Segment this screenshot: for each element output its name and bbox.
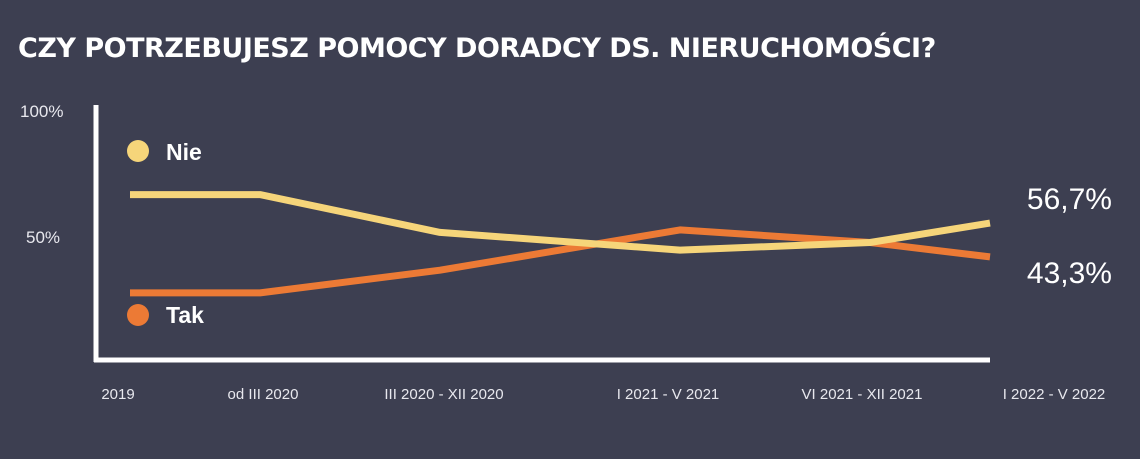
- x-tick-label-0: 2019: [101, 386, 134, 403]
- legend-marker-nie: [127, 140, 149, 162]
- end-label-nie: 56,7%: [1027, 183, 1112, 216]
- x-tick-label-3: I 2021 - V 2021: [617, 386, 720, 403]
- legend-label-nie: Nie: [166, 139, 202, 165]
- series-line-tak: [130, 226, 991, 297]
- legend-marker-tak: [127, 304, 149, 326]
- x-tick-label-5: I 2022 - V 2022: [1003, 386, 1106, 403]
- chart-title: CZY POTRZEBUJESZ POMOCY DORADCY DS. NIER…: [18, 32, 936, 64]
- x-tick-label-4: VI 2021 - XII 2021: [802, 386, 923, 403]
- legend-label-tak: Tak: [166, 302, 204, 328]
- end-label-tak: 43,3%: [1027, 257, 1112, 290]
- series-line-nie: [130, 191, 991, 254]
- y-tick-label-100: 100%: [20, 102, 63, 121]
- x-tick-label-2: III 2020 - XII 2020: [384, 386, 503, 403]
- y-tick-label-50: 50%: [26, 228, 60, 247]
- x-tick-label-1: od III 2020: [228, 386, 299, 403]
